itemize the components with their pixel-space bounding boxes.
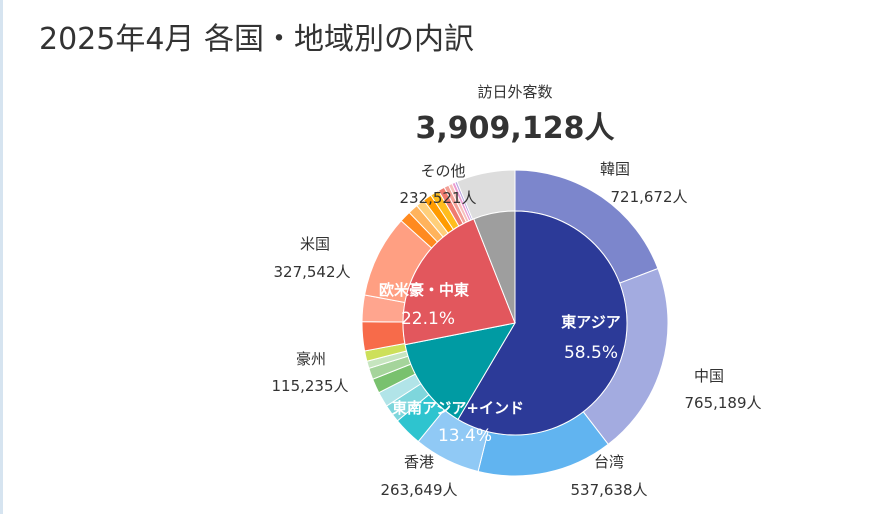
outer-ring <box>361 169 669 477</box>
label-australia-value: 115,235人 <box>271 377 348 395</box>
inner-label-east-asia: 東アジア <box>561 313 620 331</box>
label-hongkong-name: 香港 <box>404 453 434 471</box>
label-australia-name: 豪州 <box>296 350 326 368</box>
inner-slice-0 <box>457 210 628 436</box>
label-other-name: その他 <box>420 162 465 180</box>
inner-label-sea-india: 東南アジア+インド <box>392 399 524 417</box>
total-caption: 訪日外客数 <box>477 83 552 101</box>
label-korea-name: 韓国 <box>600 160 630 178</box>
label-china-value: 765,189人 <box>684 394 761 412</box>
inner-slice-2 <box>402 218 516 346</box>
donut-chart: 訪日外客数 3,909,128人 韓国 721,672人 中国 765,189人… <box>271 83 761 499</box>
inner-percent-sea-india: 13.4% <box>438 426 492 446</box>
label-korea-value: 721,672人 <box>610 188 687 206</box>
label-usa-name: 米国 <box>300 235 330 253</box>
inner-slice-3 <box>473 210 516 324</box>
label-hongkong-value: 263,649人 <box>380 481 457 499</box>
inner-slice-1 <box>404 322 516 421</box>
label-other-value: 232,521人 <box>399 189 476 207</box>
label-usa-value: 327,542人 <box>273 263 350 281</box>
inner-percent-east-asia: 58.5% <box>564 343 618 363</box>
inner-label-western: 欧米豪・中東 <box>379 281 469 299</box>
page-title: 2025年4月 各国・地域別の内訳 <box>39 22 474 57</box>
inner-pie <box>402 210 628 436</box>
total-value: 3,909,128人 <box>416 111 615 146</box>
label-taiwan-name: 台湾 <box>594 453 624 471</box>
label-china-name: 中国 <box>694 367 724 385</box>
inner-percent-western: 22.1% <box>401 309 455 329</box>
label-taiwan-value: 537,638人 <box>570 481 647 499</box>
